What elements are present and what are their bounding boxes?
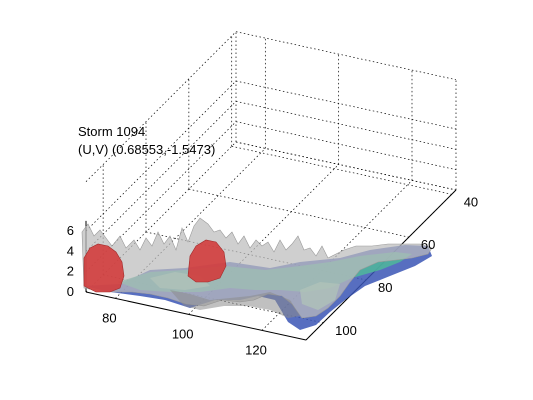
x-axis-line [85,291,307,341]
x-tick-label: 80 [102,310,116,325]
axis-ticks: 0 2 4 6 80 100 120 40 60 80 100 [67,194,478,357]
y-tick-label: 60 [421,237,435,252]
envelope-shadow [170,290,300,318]
x-tick-label: 120 [245,342,267,357]
grid-line-z-back-wall [235,121,457,171]
grid-line-z-back-wall [235,100,457,150]
storm-core-left [83,243,125,293]
y-tick-label: 100 [335,323,357,338]
grid-line-x-floor [261,180,413,331]
storm-core-right [187,239,227,283]
grid-line-y-floor [188,188,409,238]
z-tick-label: 4 [67,243,74,258]
grid-line-x-floor [188,164,339,315]
grid-line-z-left-wall [85,141,237,293]
z-tick-label: 2 [67,264,74,279]
grid-line-y-floor [235,141,457,191]
grid-line-z-left-wall [85,121,237,272]
grid-line-y-floor [231,145,452,195]
grid-line-z-left-wall [85,31,237,182]
grid-line-z-left-wall [85,80,237,232]
grid-line-z-back-wall [235,80,457,130]
x-tick-label: 100 [172,326,194,341]
plot-title-line-1: Storm 1094 [78,124,145,139]
z-tick-label: 6 [67,223,74,238]
grid-line-z-left-wall [85,101,237,252]
grid-line-z-back-wall [235,31,457,81]
storm-surface [81,217,433,330]
y-tick-label: 40 [464,194,478,209]
grid-line-x-floor [115,148,266,299]
plot-title-line-2: (U,V) (0.68553,-1.5473) [78,142,215,157]
z-tick-label: 0 [67,284,74,299]
y-tick-label: 80 [378,280,392,295]
